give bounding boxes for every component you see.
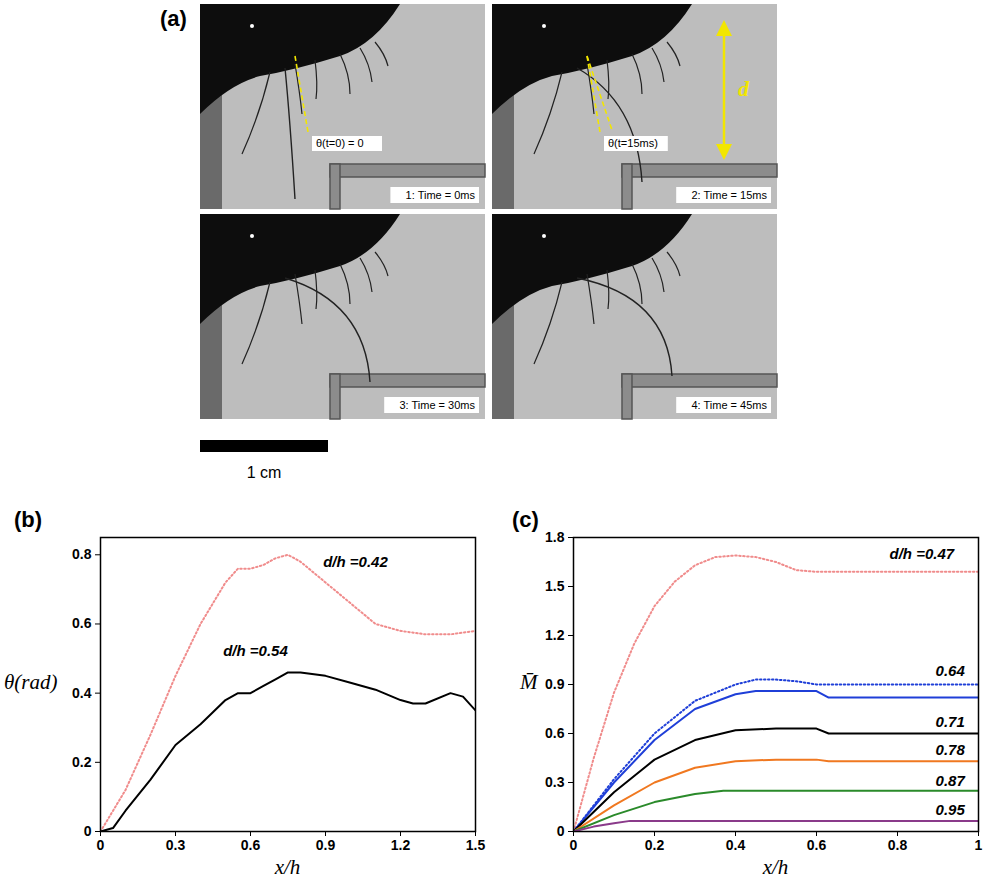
svg-text:0: 0	[557, 823, 565, 839]
svg-text:0.9: 0.9	[545, 676, 565, 692]
svg-text:0.6: 0.6	[545, 725, 565, 741]
svg-text:d/h =0.54: d/h =0.54	[223, 642, 288, 659]
svg-text:0: 0	[570, 837, 578, 853]
svg-text:0.87: 0.87	[936, 772, 966, 789]
svg-text:0: 0	[84, 823, 92, 839]
svg-text:1: Time = 0ms: 1: Time = 0ms	[406, 189, 476, 201]
html-text:x/h: x/h	[762, 855, 789, 879]
svg-text:1.5: 1.5	[466, 837, 486, 853]
html-text:x/h: x/h	[274, 855, 301, 879]
svg-text:1: 1	[975, 837, 983, 853]
html-text:(c): (c)	[512, 507, 539, 532]
svg-text:0.78: 0.78	[936, 741, 966, 758]
svg-text:1.2: 1.2	[545, 627, 565, 643]
svg-text:0: 0	[97, 837, 105, 853]
svg-text:d/h =0.47: d/h =0.47	[889, 545, 954, 562]
svg-text:0.3: 0.3	[545, 774, 565, 790]
svg-text:(a): (a)	[160, 6, 187, 31]
svg-text:d/h =0.42: d/h =0.42	[323, 553, 388, 570]
svg-text:1.8: 1.8	[545, 529, 565, 545]
svg-text:θ(t=0) = 0: θ(t=0) = 0	[316, 137, 364, 149]
svg-text:0.64: 0.64	[936, 662, 966, 679]
svg-text:1 cm: 1 cm	[247, 464, 282, 481]
svg-text:0.4: 0.4	[72, 685, 92, 701]
svg-text:0.6: 0.6	[241, 837, 261, 853]
svg-text:0.3: 0.3	[166, 837, 186, 853]
svg-text:0.2: 0.2	[645, 837, 665, 853]
svg-text:0.71: 0.71	[936, 713, 965, 730]
svg-text:0.95: 0.95	[936, 801, 966, 818]
svg-text:3: Time = 30ms: 3: Time = 30ms	[399, 399, 475, 411]
svg-text:1.2: 1.2	[391, 837, 411, 853]
svg-text:0.2: 0.2	[72, 754, 92, 770]
svg-text:0.4: 0.4	[726, 837, 746, 853]
html-text:(b): (b)	[14, 507, 43, 532]
svg-text:d: d	[738, 76, 750, 101]
svg-text:0.9: 0.9	[316, 837, 336, 853]
svg-text:0.6: 0.6	[72, 615, 92, 631]
svg-text:1.5: 1.5	[545, 578, 565, 594]
html-text:θ(rad): θ(rad)	[4, 670, 58, 694]
svg-text:4: Time = 45ms: 4: Time = 45ms	[691, 399, 767, 411]
html-text:M̄: M̄	[520, 670, 538, 694]
svg-text:0.8: 0.8	[888, 837, 908, 853]
svg-text:0.8: 0.8	[72, 546, 92, 562]
svg-text:θ(t=15ms): θ(t=15ms)	[608, 137, 658, 149]
svg-text:0.6: 0.6	[807, 837, 827, 853]
svg-text:2: Time = 15ms: 2: Time = 15ms	[691, 189, 767, 201]
